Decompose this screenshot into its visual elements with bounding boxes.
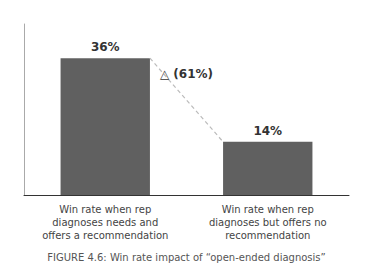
svg-text:FIGURE 4.6: Win rate impact of: FIGURE 4.6: Win rate impact of “open-end…: [47, 252, 326, 263]
svg-text:△ (61%): △ (61%): [160, 67, 213, 81]
svg-text:diagnoses but offers no: diagnoses but offers no: [209, 217, 327, 228]
svg-text:14%: 14%: [253, 124, 282, 138]
svg-text:Win rate when rep: Win rate when rep: [222, 204, 314, 215]
svg-text:36%: 36%: [91, 40, 120, 54]
svg-text:Win rate when rep: Win rate when rep: [59, 204, 151, 215]
svg-text:recommendation: recommendation: [225, 230, 310, 241]
svg-text:offers a recommendation: offers a recommendation: [42, 230, 168, 241]
svg-text:diagnoses needs and: diagnoses needs and: [52, 217, 158, 228]
